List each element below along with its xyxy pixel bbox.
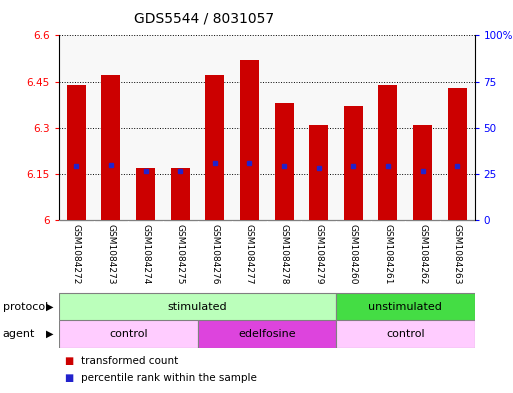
Text: control: control [109, 329, 148, 339]
Text: GSM1084262: GSM1084262 [418, 224, 427, 284]
Bar [336, 320, 475, 348]
Text: ▶: ▶ [46, 329, 54, 339]
Text: ■: ■ [64, 373, 73, 383]
Text: GSM1084261: GSM1084261 [383, 224, 392, 284]
Text: transformed count: transformed count [81, 356, 178, 366]
Text: GSM1084276: GSM1084276 [210, 224, 220, 284]
Bar [344, 106, 363, 220]
Text: GSM1084279: GSM1084279 [314, 224, 323, 284]
Bar [379, 84, 398, 220]
Bar [413, 125, 432, 220]
Text: edelfosine: edelfosine [238, 329, 295, 339]
Text: unstimulated: unstimulated [368, 301, 442, 312]
Text: stimulated: stimulated [168, 301, 227, 312]
Bar [448, 88, 467, 220]
Text: GDS5544 / 8031057: GDS5544 / 8031057 [134, 11, 274, 26]
Text: agent: agent [3, 329, 35, 339]
Text: GSM1084260: GSM1084260 [349, 224, 358, 284]
Text: GSM1084278: GSM1084278 [280, 224, 289, 284]
Text: ■: ■ [64, 356, 73, 366]
Bar [171, 168, 190, 220]
Text: GSM1084274: GSM1084274 [141, 224, 150, 284]
Bar [102, 75, 121, 220]
Text: GSM1084263: GSM1084263 [452, 224, 462, 284]
Bar [136, 168, 155, 220]
Text: GSM1084277: GSM1084277 [245, 224, 254, 284]
Text: control: control [386, 329, 425, 339]
Text: GSM1084272: GSM1084272 [72, 224, 81, 284]
Text: protocol: protocol [3, 301, 48, 312]
Text: GSM1084275: GSM1084275 [175, 224, 185, 284]
Bar [59, 320, 198, 348]
Bar [67, 84, 86, 220]
Text: ▶: ▶ [46, 301, 54, 312]
Bar [274, 103, 293, 220]
Bar [59, 293, 336, 320]
Text: percentile rank within the sample: percentile rank within the sample [81, 373, 256, 383]
Bar [198, 320, 336, 348]
Bar [309, 125, 328, 220]
Bar [336, 293, 475, 320]
Bar [205, 75, 224, 220]
Bar [240, 60, 259, 220]
Text: GSM1084273: GSM1084273 [106, 224, 115, 284]
